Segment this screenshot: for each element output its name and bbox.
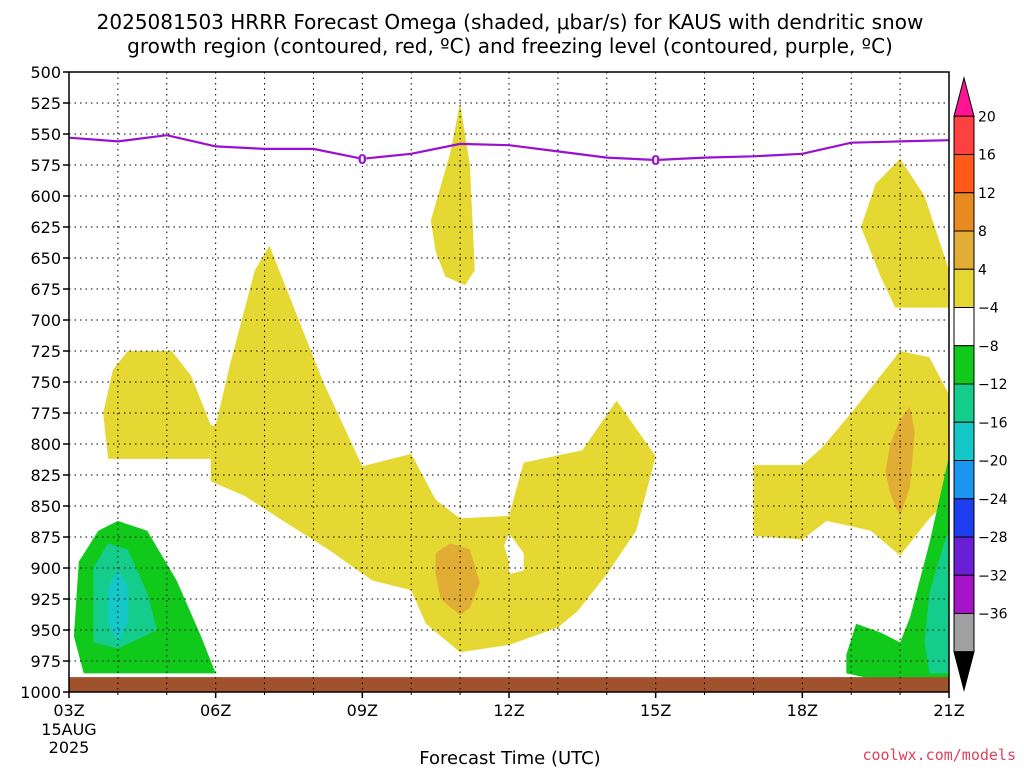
y-tick-label: 600 bbox=[30, 187, 61, 206]
colorbar-swatch bbox=[953, 115, 975, 155]
x-tick-label: 18Z bbox=[787, 701, 818, 720]
x-tick-label: 12Z bbox=[493, 701, 524, 720]
omega-positive-region-5 bbox=[435, 543, 480, 616]
y-tick-label: 825 bbox=[30, 466, 61, 485]
colorbar-top-arrow bbox=[953, 76, 975, 117]
colorbar: 20 16 12 8 4 −4 −8 −12 −16 −20 −24 −28 −32 −36 bbox=[953, 76, 1008, 692]
y-tick-label: 575 bbox=[30, 156, 61, 175]
title-line-2: growth region (contoured, red, ºC) and f… bbox=[127, 34, 893, 58]
colorbar-swatch bbox=[953, 613, 975, 653]
grid-lines bbox=[69, 72, 949, 692]
colorbar-label: −16 bbox=[978, 415, 1008, 431]
freezing-level-label: 0 bbox=[358, 153, 367, 168]
freezing-label-bg bbox=[651, 153, 660, 168]
colorbar-label: 12 bbox=[978, 186, 996, 202]
colorbar-label: −24 bbox=[978, 492, 1008, 508]
y-tick-label: 775 bbox=[30, 404, 61, 423]
omega-positive-region-2 bbox=[430, 103, 475, 286]
freezing-level-label: 0 bbox=[651, 154, 660, 169]
colorbar-swatch bbox=[953, 383, 975, 423]
omega-positive-region-1 bbox=[210, 245, 656, 653]
x-tick-label: 21Z bbox=[933, 701, 964, 720]
colorbar-label: 4 bbox=[978, 262, 987, 278]
x-tick-label: 15Z bbox=[640, 701, 671, 720]
title-line-1: 2025081503 HRRR Forecast Omega (shaded, … bbox=[97, 10, 924, 34]
credit-text: coolwx.com/models bbox=[862, 746, 1016, 764]
omega-positive-region-6 bbox=[885, 406, 915, 516]
surface-ground bbox=[69, 677, 949, 692]
colorbar-label: −28 bbox=[978, 530, 1008, 546]
y-tick-label: 1000 bbox=[20, 683, 61, 702]
y-tick-label: 850 bbox=[30, 497, 61, 516]
colorbar-swatch bbox=[953, 307, 975, 347]
colorbar-label: −32 bbox=[978, 568, 1008, 584]
y-tick-label: 550 bbox=[30, 125, 61, 144]
colorbar-swatch bbox=[953, 460, 975, 500]
y-tick-label: 925 bbox=[30, 590, 61, 609]
colorbar-bottom-arrow bbox=[953, 651, 975, 692]
chart-title: 2025081503 HRRR Forecast Omega (shaded, … bbox=[97, 10, 924, 58]
x-tick-label: 06Z bbox=[200, 701, 231, 720]
colorbar-swatch bbox=[953, 154, 975, 194]
colorbar-swatch bbox=[953, 421, 975, 461]
freezing-level-line bbox=[68, 134, 950, 162]
colorbar-swatch bbox=[953, 498, 975, 538]
x-axis-label: Forecast Time (UTC) bbox=[419, 748, 600, 768]
colorbar-label: −4 bbox=[978, 301, 999, 317]
x-tick-label: 09Z bbox=[347, 701, 378, 720]
omega-negative-region-4 bbox=[924, 530, 949, 674]
colorbar-label: −36 bbox=[978, 607, 1008, 623]
y-tick-label: 800 bbox=[30, 435, 61, 454]
y-tick-label: 625 bbox=[30, 218, 61, 237]
freezing-label-bg bbox=[358, 151, 367, 166]
colorbar-swatch bbox=[953, 230, 975, 270]
y-tick-label: 950 bbox=[30, 621, 61, 640]
y-tick-label: 750 bbox=[30, 373, 61, 392]
colorbar-swatch bbox=[953, 268, 975, 308]
colorbar-swatch bbox=[953, 536, 975, 576]
colorbar-label: −20 bbox=[978, 454, 1008, 470]
omega-gap-0 bbox=[504, 533, 524, 575]
y-axis: 500 525 550 575 600 625 650 675 700 725 750 775 800 8… bbox=[20, 63, 69, 702]
x-date-label: 15AUG bbox=[41, 720, 96, 739]
y-tick-label: 725 bbox=[30, 342, 61, 361]
y-tick-label: 875 bbox=[30, 528, 61, 547]
y-tick-label: 975 bbox=[30, 652, 61, 671]
y-tick-label: 700 bbox=[30, 311, 61, 330]
colorbar-label: −12 bbox=[978, 377, 1008, 393]
y-tick-label: 650 bbox=[30, 249, 61, 268]
x-tick-label: 03Z bbox=[53, 701, 84, 720]
colorbar-label: 8 bbox=[978, 224, 987, 240]
omega-positive-region-0 bbox=[103, 351, 211, 459]
colorbar-swatch bbox=[953, 345, 975, 385]
y-tick-label: 675 bbox=[30, 280, 61, 299]
colorbar-label: 16 bbox=[978, 148, 996, 164]
y-tick-label: 900 bbox=[30, 559, 61, 578]
omega-negative-region-3 bbox=[846, 456, 949, 680]
y-tick-label: 500 bbox=[30, 63, 61, 82]
x-date-label: 2025 bbox=[49, 738, 90, 757]
colorbar-swatch bbox=[953, 574, 975, 614]
omega-positive-region-3 bbox=[861, 158, 949, 308]
y-tick-label: 525 bbox=[30, 94, 61, 113]
colorbar-label: 20 bbox=[978, 109, 996, 125]
colorbar-label: −8 bbox=[978, 339, 999, 355]
colorbar-swatch bbox=[953, 192, 975, 232]
